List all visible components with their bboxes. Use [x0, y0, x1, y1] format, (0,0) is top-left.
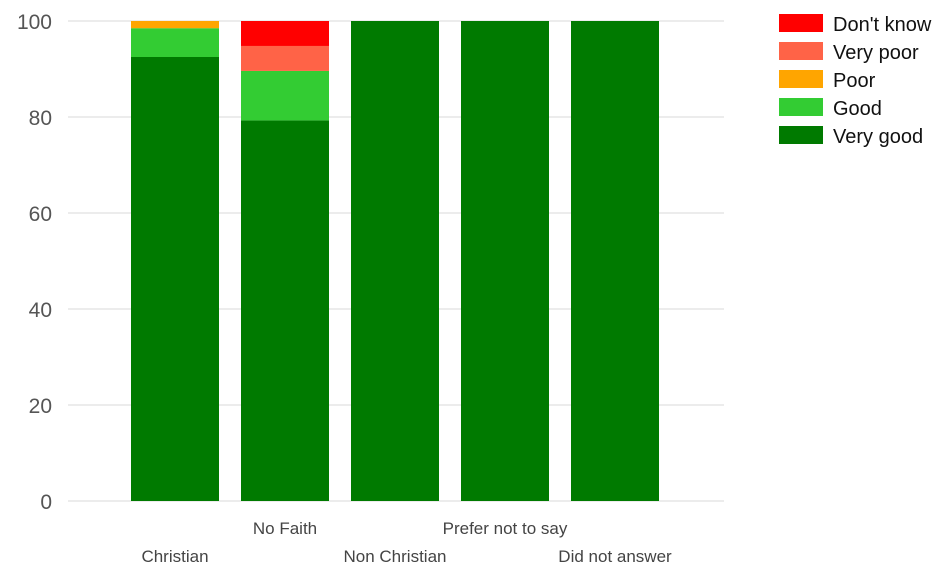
- legend-label-very-good: Very good: [833, 126, 923, 148]
- bar-no-faith-don-t-know: [241, 21, 329, 46]
- bar-no-faith-very-good: [241, 120, 329, 502]
- y-tick-label-0: 0: [40, 491, 52, 514]
- bar-no-faith-good: [241, 70, 329, 121]
- x-tick-label-did-not-answer: Did not answer: [558, 547, 672, 566]
- legend-swatch-don-t-know: [779, 14, 823, 32]
- bar-prefer-not-to-say-very-good: [461, 21, 549, 501]
- legend-swatch-good: [779, 98, 823, 116]
- bar-christian-poor: [131, 21, 219, 29]
- y-axis-ticks: 0 20 40 60 80 100: [17, 11, 52, 514]
- legend-label-don-t-know: Don't know: [833, 14, 932, 36]
- y-tick-label-20: 20: [29, 395, 52, 418]
- y-tick-label-60: 60: [29, 203, 52, 226]
- legend-label-good: Good: [833, 98, 882, 120]
- bar-no-faith-very-poor: [241, 45, 329, 71]
- y-tick-label-80: 80: [29, 107, 52, 130]
- bar-christian-good: [131, 28, 219, 57]
- legend: Don't know Very poor Poor Good Very good: [779, 14, 932, 148]
- bar-christian-very-good: [131, 57, 219, 501]
- x-axis-ticks: Christian No Faith Non Christian Prefer not…: [141, 519, 672, 566]
- bar-did-not-answer-very-good: [571, 21, 659, 501]
- legend-swatch-very-good: [779, 126, 823, 144]
- y-tick-label-40: 40: [29, 299, 52, 322]
- bars: [131, 21, 659, 502]
- x-tick-label-christian: Christian: [141, 547, 208, 566]
- legend-label-poor: Poor: [833, 70, 876, 92]
- x-tick-label-no-faith: No Faith: [253, 519, 317, 538]
- bar-non-christian-very-good: [351, 21, 439, 501]
- x-tick-label-prefer-not-to-say: Prefer not to say: [443, 519, 568, 538]
- legend-swatch-very-poor: [779, 42, 823, 60]
- legend-label-very-poor: Very poor: [833, 42, 919, 64]
- y-tick-label-100: 100: [17, 11, 52, 34]
- x-tick-label-non-christian: Non Christian: [344, 547, 447, 566]
- legend-swatch-poor: [779, 70, 823, 88]
